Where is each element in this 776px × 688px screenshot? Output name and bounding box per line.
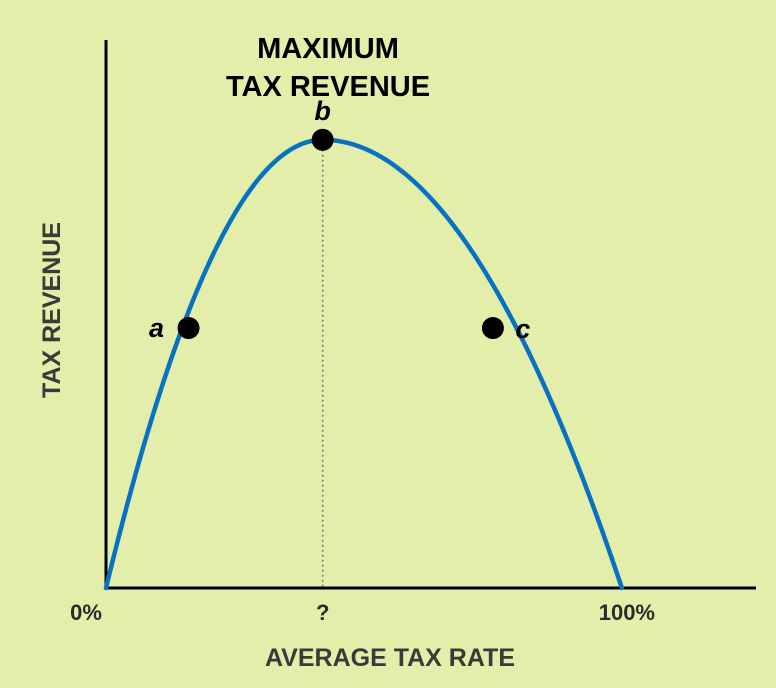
- point-label-b: b: [314, 96, 331, 126]
- y-axis-title: TAX REVENUE: [38, 222, 66, 398]
- x-tick-labels: 0%? 100%: [70, 600, 655, 625]
- point-b: [311, 128, 334, 151]
- laffer-curve: [103, 137, 625, 591]
- points-layer: a b c: [149, 96, 530, 344]
- point-c: [481, 317, 504, 340]
- x-axis-title: AVERAGE TAX RATE: [265, 644, 515, 672]
- x-tick-label-0: 0%: [70, 600, 102, 625]
- point-label-a: a: [149, 313, 164, 343]
- x-tick-label-1: ?: [316, 600, 329, 625]
- chart-title-line-2: TAX REVENUE: [226, 71, 430, 103]
- x-tick-label-2: 100%: [599, 600, 655, 625]
- point-a: [177, 317, 200, 340]
- point-label-c: c: [515, 314, 530, 344]
- chart-title-line-1: MAXIMUM: [257, 33, 399, 65]
